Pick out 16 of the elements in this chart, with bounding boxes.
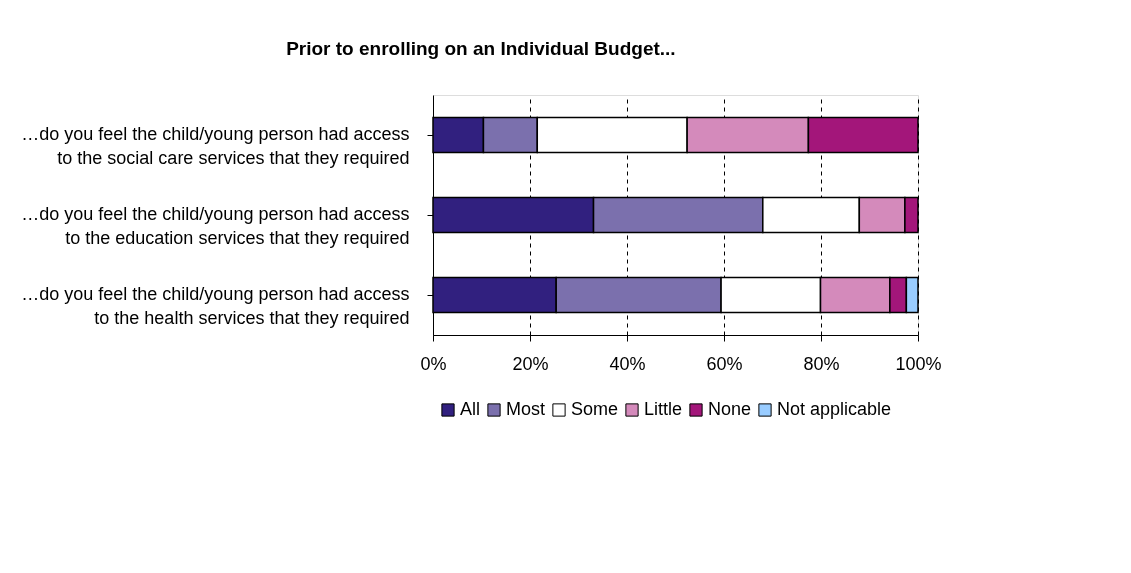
x-tick-label: 100% [895, 353, 942, 374]
x-tick-label: 0% [420, 353, 447, 374]
chart-title: Prior to enrolling on an Individual Budget... [286, 38, 676, 59]
legend-label: All [460, 399, 481, 419]
y-tick-label: …do you feel the child/young person had access to the social care services that they required [21, 124, 410, 168]
x-tick-label: 60% [706, 353, 743, 374]
legend-label: Not applicable [777, 399, 892, 419]
x-tick-label: 20% [512, 353, 549, 374]
y-tick-label: …do you feel the child/young person had access to the education services that they required [21, 204, 410, 248]
legend-label: Most [506, 399, 546, 419]
x-tick-label: 40% [609, 353, 646, 374]
legend-label: None [708, 399, 752, 419]
y-tick-label: …do you feel the child/young person had access to the health services that they required [21, 284, 410, 328]
legend-label: Little [644, 399, 683, 419]
x-tick-label: 80% [803, 353, 840, 374]
legend-label: Some [571, 399, 619, 419]
